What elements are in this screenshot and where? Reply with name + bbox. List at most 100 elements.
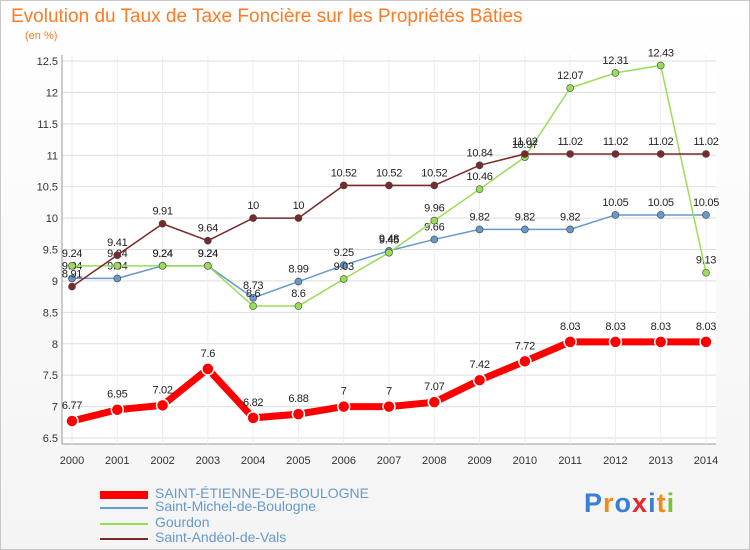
unit-label: (en %) <box>25 30 58 42</box>
chart-title: Evolution du Taux de Taxe Foncière sur l… <box>11 6 523 27</box>
data-point <box>204 236 212 245</box>
data-label: 9.96 <box>424 203 444 215</box>
x-tick-label: 2010 <box>513 455 537 467</box>
data-label: 9.45 <box>379 235 399 247</box>
data-label: 9.03 <box>334 261 354 273</box>
data-point <box>68 274 76 283</box>
data-point <box>385 181 393 190</box>
x-tick-label: 2003 <box>196 455 220 467</box>
y-tick-label: 10.5 <box>37 182 58 194</box>
legend-swatch <box>100 491 148 499</box>
y-tick-label: 7.5 <box>43 370 58 382</box>
data-label: 9.91 <box>152 206 172 218</box>
data-label: 9.24 <box>198 248 218 260</box>
logo-letter: i <box>648 488 657 518</box>
data-label: 7.02 <box>152 384 172 396</box>
data-label: 9.82 <box>515 211 535 223</box>
data-label: 10.05 <box>648 197 674 209</box>
x-tick-label: 2013 <box>648 455 672 467</box>
data-label: 10.46 <box>467 171 493 183</box>
y-tick-label: 8.5 <box>43 307 58 319</box>
x-tick-label: 2006 <box>331 455 355 467</box>
data-label: 9.82 <box>560 211 580 223</box>
x-tick-label: 2008 <box>422 455 446 467</box>
data-point <box>339 181 348 190</box>
data-label: 9.64 <box>198 223 218 235</box>
data-point <box>294 277 303 286</box>
data-point <box>475 225 484 234</box>
data-label: 10.97 <box>512 139 538 151</box>
data-point <box>291 407 306 421</box>
data-point <box>249 214 257 222</box>
data-point <box>702 211 710 219</box>
data-point <box>339 275 348 283</box>
legend-label: SAINT-ÉTIENNE-DE-BOULOGNE <box>155 485 369 501</box>
logo-letter: t <box>656 488 667 518</box>
data-point <box>249 302 257 310</box>
data-point <box>521 150 529 158</box>
y-tick-label: 9.5 <box>43 245 58 257</box>
data-point <box>702 268 710 277</box>
x-tick-label: 2007 <box>377 455 401 467</box>
data-point <box>155 398 170 413</box>
x-tick-label: 2002 <box>150 455 174 467</box>
data-label: 6.77 <box>62 400 82 412</box>
y-tick-label: 12.5 <box>37 56 58 68</box>
data-point <box>68 262 76 270</box>
data-label: 10.52 <box>376 167 402 179</box>
data-label: 10.05 <box>693 197 719 209</box>
data-point <box>611 211 620 219</box>
data-point <box>702 150 710 158</box>
data-label: 7.07 <box>424 381 444 393</box>
logo-letter: x <box>632 488 649 518</box>
data-label: 7 <box>341 386 347 398</box>
data-label: 10 <box>247 200 259 212</box>
data-point <box>113 251 122 259</box>
data-point <box>430 235 439 244</box>
data-point <box>294 302 303 310</box>
data-label: 11.02 <box>693 136 718 148</box>
y-tick-label: 9 <box>52 276 58 288</box>
data-label: 7.6 <box>201 348 216 360</box>
data-label: 8.03 <box>560 321 580 333</box>
data-point <box>430 216 439 225</box>
data-point <box>68 282 76 291</box>
data-label: 7.72 <box>515 340 535 352</box>
data-point <box>475 185 484 193</box>
proxiti-logo: Proxiti <box>584 488 675 519</box>
data-label: 6.95 <box>107 389 127 401</box>
data-point <box>608 335 623 349</box>
data-point <box>656 61 665 70</box>
data-label: 9.48 <box>379 233 399 245</box>
data-point <box>566 225 574 234</box>
data-label: 8.99 <box>288 264 308 276</box>
x-tick-label: 2014 <box>694 455 718 467</box>
data-label: 8.91 <box>62 269 82 281</box>
logo-letter: r <box>603 488 615 518</box>
data-point <box>339 261 348 270</box>
x-tick-label: 2012 <box>603 455 627 467</box>
x-tick-label: 2005 <box>286 455 310 467</box>
data-label: 9.24 <box>152 248 172 260</box>
data-label: 8.03 <box>696 321 716 333</box>
x-tick-label: 2011 <box>558 455 582 467</box>
data-point <box>566 84 574 92</box>
data-point <box>246 411 260 425</box>
x-tick-label: 2004 <box>241 455 265 467</box>
data-label: 12.43 <box>648 47 674 59</box>
data-label: 10.05 <box>602 197 628 209</box>
legend-swatch <box>100 538 148 540</box>
data-label: 7 <box>386 386 392 398</box>
data-label: 7.42 <box>469 359 489 371</box>
data-label: 9.24 <box>198 248 218 260</box>
data-label: 12.07 <box>557 70 583 82</box>
data-label: 6.82 <box>243 397 263 409</box>
data-point <box>611 150 620 158</box>
legend-swatch <box>100 523 148 525</box>
y-tick-label: 8 <box>52 339 58 351</box>
data-point <box>611 69 620 77</box>
legend-label: Saint-Andéol-de-Vals <box>155 529 287 545</box>
y-tick-label: 6.5 <box>43 433 58 445</box>
data-point <box>113 274 122 283</box>
